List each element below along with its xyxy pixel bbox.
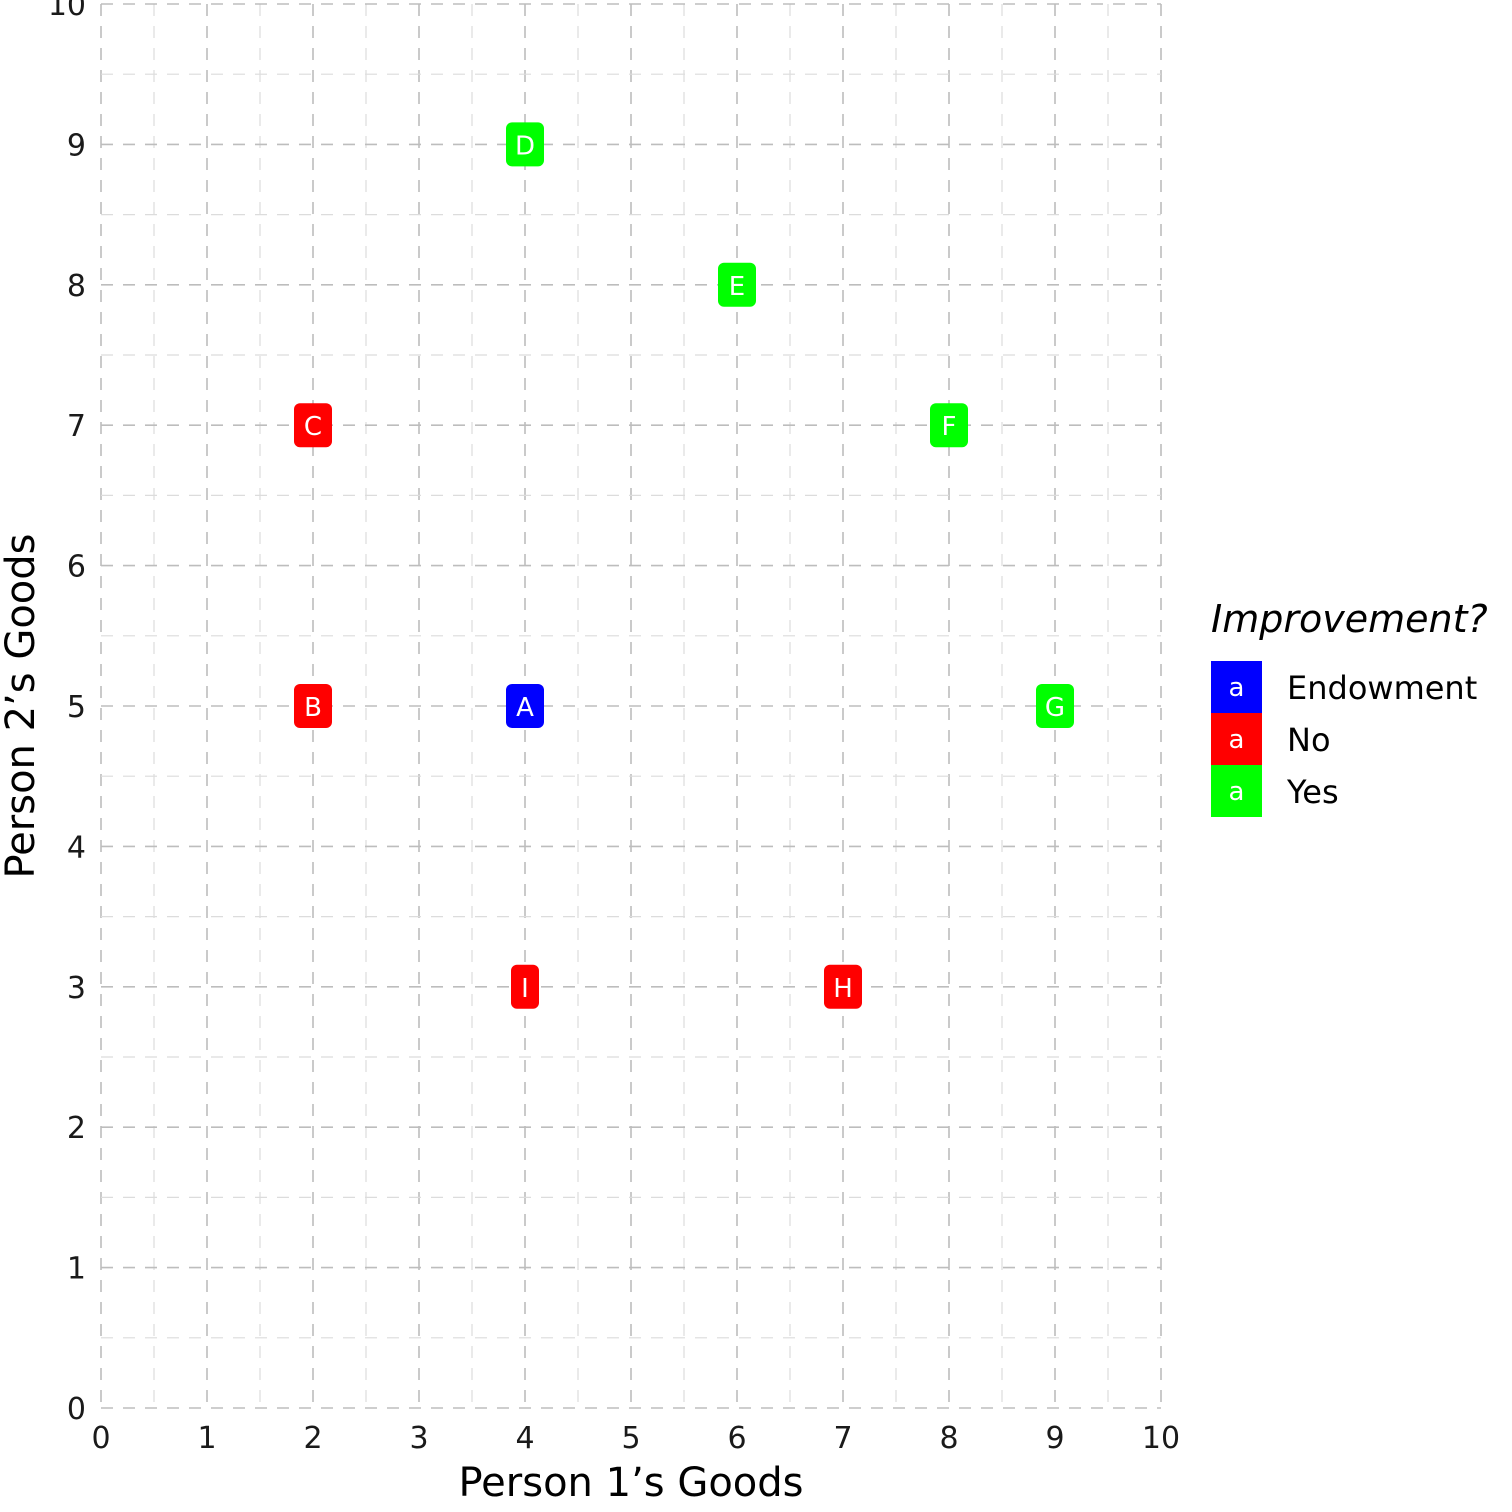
point-box <box>294 403 332 448</box>
legend-key-glyph: a <box>1229 673 1245 703</box>
point-label: D <box>515 131 535 161</box>
legend-label: No <box>1287 721 1331 759</box>
point-box <box>506 122 544 167</box>
y-tick-label: 9 <box>67 128 86 163</box>
y-tick-label: 0 <box>67 1392 86 1427</box>
point-box <box>1036 684 1074 728</box>
grid-lines <box>100 3 1162 1409</box>
legend-entry-yes: a Yes <box>1211 765 1339 817</box>
y-tick-label: 4 <box>67 830 86 865</box>
x-tick-label: 0 <box>91 1421 110 1456</box>
point-box <box>718 262 756 307</box>
point-label: G <box>1045 693 1065 723</box>
legend-key <box>1211 661 1262 713</box>
legend: Improvement? a Endowment a No a Yes <box>1211 597 1488 817</box>
y-tick-label: 5 <box>67 690 86 725</box>
x-tick-label: 2 <box>303 1421 322 1456</box>
point-label: C <box>304 412 322 442</box>
y-tick-label: 7 <box>67 409 86 444</box>
point-g: G <box>1036 684 1074 728</box>
legend-key <box>1211 713 1262 765</box>
x-tick-label: 8 <box>939 1421 958 1456</box>
x-tick-label: 10 <box>1142 1421 1180 1456</box>
point-box <box>506 684 544 728</box>
y-tick-label: 10 <box>48 0 86 23</box>
legend-entry-no: a No <box>1211 713 1331 765</box>
x-axis-ticks: 0 1 2 3 4 5 6 7 8 9 10 <box>91 1421 1180 1456</box>
y-tick-label: 1 <box>67 1252 86 1287</box>
point-a: A <box>506 684 544 728</box>
point-label: I <box>521 974 529 1004</box>
point-e: E <box>718 262 756 307</box>
y-tick-label: 8 <box>67 269 86 304</box>
point-box <box>930 403 968 448</box>
x-tick-label: 5 <box>621 1421 640 1456</box>
legend-entry-endowment: a Endowment <box>1211 661 1477 713</box>
point-d: D <box>506 122 544 167</box>
point-box <box>824 964 862 1009</box>
y-axis-title: Person 2’s Goods <box>0 533 44 878</box>
legend-key-glyph: a <box>1229 777 1245 807</box>
data-points: A B C D E F G H I <box>294 122 1074 1009</box>
point-h: H <box>824 964 862 1009</box>
legend-key-glyph: a <box>1229 725 1245 755</box>
point-b: B <box>294 684 332 728</box>
point-box <box>511 964 539 1009</box>
point-label: E <box>729 272 745 302</box>
point-label: F <box>942 412 957 442</box>
legend-key <box>1211 765 1262 817</box>
point-i: I <box>511 964 539 1009</box>
point-label: H <box>833 974 853 1004</box>
point-c: C <box>294 403 332 448</box>
y-tick-label: 2 <box>67 1111 86 1146</box>
x-tick-label: 7 <box>833 1421 852 1456</box>
x-axis-title: Person 1’s Goods <box>458 1460 803 1506</box>
x-tick-label: 6 <box>727 1421 746 1456</box>
x-tick-label: 4 <box>515 1421 534 1456</box>
y-axis-ticks: 0 1 2 3 4 5 6 7 8 9 10 <box>48 0 86 1427</box>
legend-label: Endowment <box>1287 669 1477 707</box>
x-tick-label: 1 <box>197 1421 216 1456</box>
point-f: F <box>930 403 968 448</box>
y-tick-label: 6 <box>67 550 86 585</box>
point-label: B <box>304 693 322 723</box>
x-tick-label: 9 <box>1045 1421 1064 1456</box>
y-tick-label: 3 <box>67 971 86 1006</box>
legend-label: Yes <box>1286 773 1339 811</box>
legend-title: Improvement? <box>1211 597 1488 641</box>
point-label: A <box>516 693 534 723</box>
x-tick-label: 3 <box>409 1421 428 1456</box>
point-box <box>294 684 332 728</box>
